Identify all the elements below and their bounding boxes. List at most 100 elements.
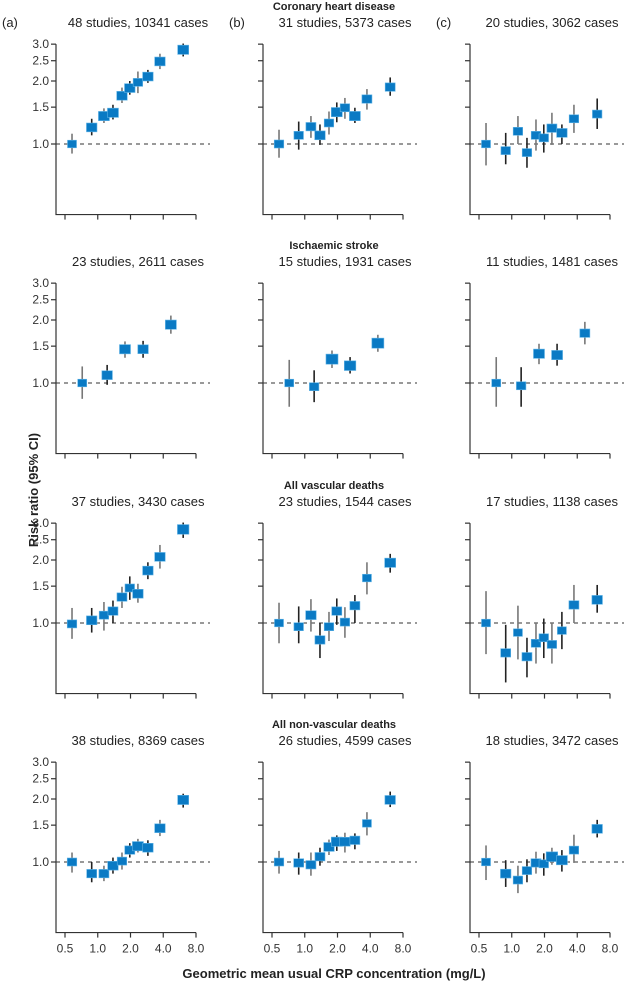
panel: 37 studies, 3430 cases 1.0 1.5 2.0 2.5 3.0: [32, 494, 210, 699]
panel: 18 studies, 3472 cases 0.5 1.0 2.0 4.0 8.0: [465, 733, 624, 956]
point-marker: [521, 866, 533, 875]
panel-subtitle: 31 studies, 5373 cases: [279, 15, 412, 30]
y-tick-label: 1.0: [32, 376, 49, 390]
point-marker: [314, 852, 326, 862]
point-marker: [568, 114, 579, 124]
x-tick-label: 0.5: [471, 942, 488, 956]
panel-letter: (a): [2, 15, 18, 30]
panel: (b) 31 studies, 5373 cases: [229, 15, 417, 220]
y-tick-label: 3.0: [32, 755, 49, 769]
axis-lines: [262, 523, 403, 695]
axis-lines: [262, 283, 403, 455]
panel-subtitle: 37 studies, 3430 cases: [72, 494, 205, 509]
point-marker: [314, 635, 326, 645]
point-marker: [98, 610, 109, 620]
panel: 23 studies, 1544 cases: [258, 494, 417, 699]
panel: 17 studies, 1138 cases: [465, 494, 624, 699]
panel-subtitle: 20 studies, 3062 cases: [486, 15, 619, 30]
point-marker: [86, 615, 98, 626]
point-marker: [142, 71, 154, 82]
point-marker: [274, 618, 284, 628]
point-marker: [591, 824, 603, 834]
panel: 15 studies, 1931 cases: [258, 254, 417, 459]
y-tick-label: 1.5: [32, 339, 49, 353]
point-marker: [361, 94, 373, 104]
row-title: Coronary heart disease: [273, 1, 395, 13]
point-marker: [67, 139, 77, 149]
point-marker: [66, 857, 78, 867]
y-axis-title: Risk ratio (95% CI): [26, 433, 41, 547]
panel-subtitle: 26 studies, 4599 cases: [279, 733, 412, 748]
panel: 23 studies, 2611 cases 1.0 1.5 2.0 2.5 3.0: [32, 254, 210, 459]
panel-subtitle: 23 studies, 1544 cases: [279, 494, 412, 509]
point-marker: [177, 794, 189, 805]
point-marker: [154, 823, 166, 833]
point-marker: [538, 133, 549, 143]
point-marker: [107, 606, 119, 616]
point-marker: [481, 857, 491, 867]
point-marker: [500, 648, 512, 658]
point-marker: [349, 601, 361, 611]
panel: 11 studies, 1481 cases: [465, 254, 624, 459]
point-marker: [481, 618, 491, 628]
point-marker: [116, 856, 128, 866]
y-tick-label: 2.5: [32, 293, 49, 307]
x-tick-label: 1.0: [503, 942, 520, 956]
x-tick-label: 2.0: [329, 942, 346, 956]
point-marker: [344, 360, 357, 371]
point-marker: [154, 552, 166, 562]
panel: (c) 20 studies, 3062 cases: [436, 15, 624, 220]
point-marker: [545, 851, 558, 862]
point-marker: [325, 353, 339, 365]
point-marker: [142, 843, 154, 853]
point-marker: [546, 640, 557, 649]
point-marker: [362, 819, 372, 828]
point-marker: [86, 869, 98, 879]
point-marker: [568, 845, 579, 855]
point-marker: [98, 869, 110, 879]
y-tick-label: 2.0: [32, 553, 49, 567]
point-marker: [293, 131, 304, 140]
panel-letter: (b): [229, 15, 245, 30]
point-marker: [512, 127, 523, 136]
point-marker: [349, 835, 361, 845]
point-marker: [142, 565, 154, 576]
point-marker: [293, 622, 304, 632]
axis-lines: [262, 762, 403, 934]
point-marker: [116, 91, 128, 101]
point-marker: [284, 378, 295, 388]
point-marker: [323, 118, 335, 128]
point-marker: [293, 858, 305, 868]
point-marker: [592, 109, 603, 119]
y-tick-label: 1.5: [32, 100, 49, 114]
point-marker: [154, 56, 166, 67]
point-marker: [116, 592, 128, 602]
x-tick-label: 8.0: [395, 942, 412, 956]
point-marker: [384, 795, 396, 805]
panel-letter: (c): [436, 15, 451, 30]
point-marker: [546, 123, 558, 133]
point-marker: [538, 633, 549, 643]
point-marker: [177, 524, 190, 535]
y-tick-label: 1.5: [32, 579, 49, 593]
x-tick-label: 2.0: [122, 942, 139, 956]
axis-lines: [469, 523, 610, 695]
point-marker: [330, 107, 343, 118]
point-marker: [107, 107, 119, 118]
x-tick-label: 8.0: [188, 942, 205, 956]
point-marker: [521, 148, 533, 157]
y-tick-label: 2.0: [32, 792, 49, 806]
axis-lines: [55, 44, 196, 216]
panel: 26 studies, 4599 cases 0.5 1.0 2.0 4.0 8.0: [258, 733, 417, 956]
axis-lines: [262, 44, 403, 216]
point-marker: [124, 583, 135, 593]
x-tick-label: 2.0: [536, 942, 553, 956]
point-marker: [500, 146, 511, 155]
point-marker: [177, 44, 189, 55]
row-title: Ischaemic stroke: [289, 240, 378, 252]
y-tick-label: 3.0: [32, 37, 49, 51]
row-title: All vascular deaths: [284, 480, 384, 492]
axis-lines: [469, 283, 610, 455]
point-marker: [339, 837, 351, 847]
